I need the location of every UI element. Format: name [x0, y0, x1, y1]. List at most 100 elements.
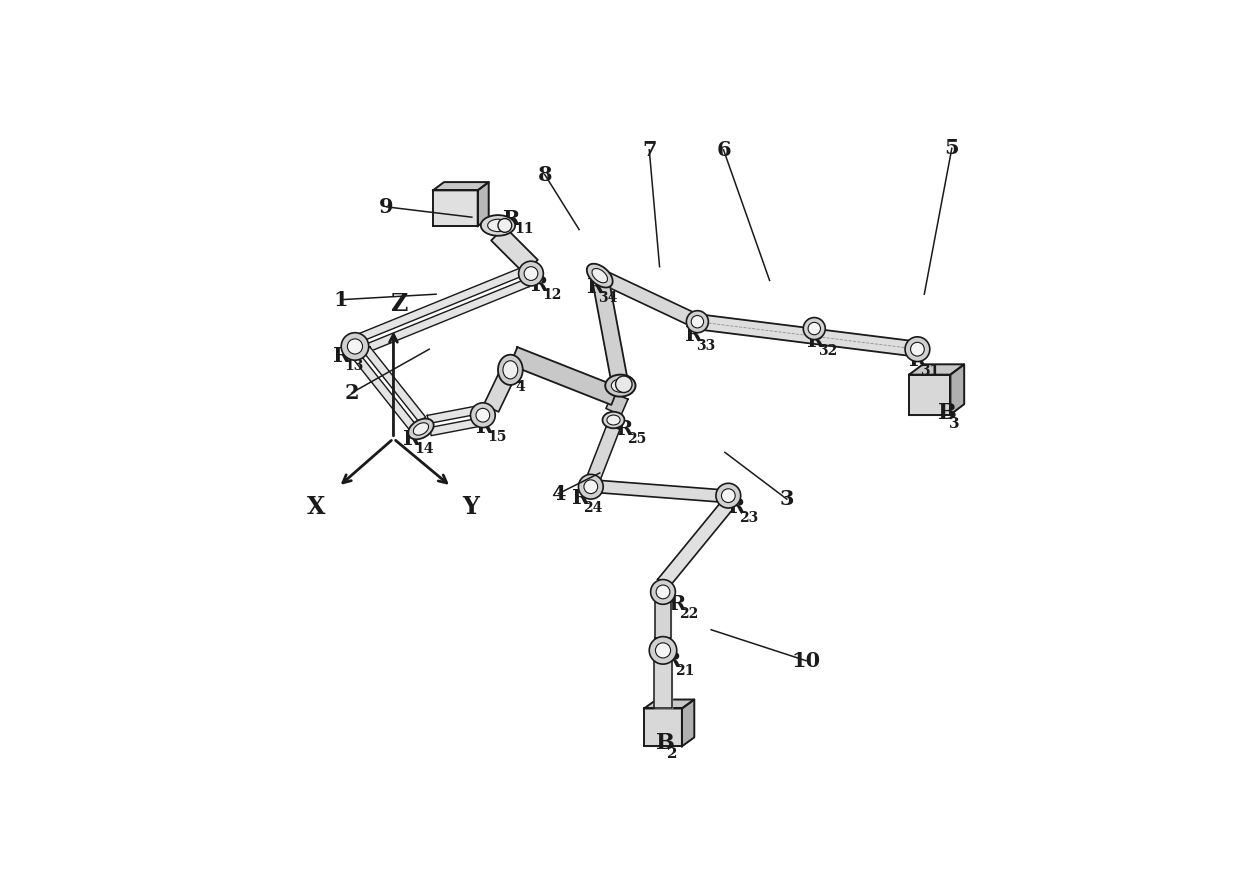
Polygon shape [477, 182, 489, 226]
Circle shape [905, 337, 930, 362]
Ellipse shape [591, 269, 608, 283]
Circle shape [615, 376, 632, 393]
Circle shape [578, 474, 603, 499]
Ellipse shape [481, 215, 515, 236]
Text: 4: 4 [551, 484, 565, 504]
Circle shape [910, 342, 924, 356]
Polygon shape [600, 480, 718, 502]
Ellipse shape [611, 379, 630, 392]
Text: R: R [476, 417, 494, 437]
Polygon shape [429, 419, 477, 436]
Text: 3: 3 [780, 489, 794, 509]
Text: Z: Z [391, 292, 408, 316]
Text: B: B [451, 191, 470, 213]
Text: R: R [505, 367, 522, 387]
Ellipse shape [487, 220, 508, 231]
Polygon shape [656, 602, 671, 638]
Text: 8: 8 [537, 164, 552, 185]
Text: 3: 3 [949, 417, 960, 431]
Text: R: R [668, 594, 686, 613]
Polygon shape [360, 267, 525, 341]
Circle shape [518, 261, 543, 286]
Polygon shape [433, 190, 477, 226]
Text: 1: 1 [334, 289, 348, 310]
Ellipse shape [503, 361, 518, 379]
Polygon shape [950, 364, 965, 414]
Circle shape [656, 643, 671, 658]
Polygon shape [909, 375, 950, 414]
Circle shape [347, 338, 362, 354]
Circle shape [584, 480, 598, 494]
Text: R: R [728, 497, 745, 517]
Circle shape [656, 585, 670, 599]
Circle shape [476, 408, 490, 422]
Text: 31: 31 [920, 363, 940, 378]
Polygon shape [588, 424, 620, 479]
Ellipse shape [606, 415, 620, 425]
Text: 21: 21 [676, 664, 694, 678]
Text: 2: 2 [667, 747, 677, 761]
Ellipse shape [408, 419, 434, 439]
Ellipse shape [603, 412, 625, 429]
Text: R: R [665, 651, 682, 671]
Text: 6: 6 [717, 140, 730, 160]
Circle shape [651, 580, 676, 605]
Text: X: X [308, 495, 326, 519]
Circle shape [804, 318, 826, 339]
Polygon shape [484, 371, 515, 412]
Circle shape [470, 403, 495, 428]
Text: 23: 23 [739, 511, 759, 525]
Text: 14: 14 [414, 442, 434, 456]
Text: R: R [334, 346, 351, 366]
Polygon shape [510, 347, 619, 405]
Text: Y: Y [463, 495, 479, 519]
Ellipse shape [498, 355, 523, 385]
Polygon shape [363, 346, 425, 422]
Text: 1: 1 [463, 206, 472, 220]
Text: 22: 22 [680, 607, 699, 621]
Text: R: R [531, 274, 548, 295]
Polygon shape [644, 708, 682, 747]
Polygon shape [653, 661, 672, 708]
Polygon shape [491, 227, 538, 273]
Text: 13: 13 [343, 359, 363, 373]
Circle shape [650, 637, 677, 664]
Polygon shape [697, 314, 919, 356]
Polygon shape [596, 270, 701, 328]
Circle shape [808, 322, 821, 335]
Text: R: R [616, 419, 634, 439]
Polygon shape [365, 279, 529, 353]
Text: R: R [909, 350, 926, 371]
Text: R: R [588, 278, 605, 297]
Circle shape [687, 311, 708, 333]
Text: 5: 5 [945, 138, 959, 158]
Ellipse shape [413, 422, 429, 435]
Text: R: R [403, 429, 420, 448]
Text: 32: 32 [818, 345, 838, 358]
Polygon shape [909, 364, 965, 375]
Polygon shape [657, 499, 734, 588]
Circle shape [722, 488, 735, 503]
Text: 25: 25 [627, 432, 646, 446]
Polygon shape [606, 393, 627, 415]
Text: 9: 9 [379, 196, 394, 217]
Text: R: R [807, 331, 825, 351]
Text: 34: 34 [599, 290, 618, 305]
Text: O: O [615, 373, 632, 394]
Text: B: B [937, 402, 957, 424]
Text: B: B [656, 732, 675, 755]
Text: 11: 11 [515, 221, 534, 236]
Polygon shape [682, 699, 694, 747]
Polygon shape [353, 355, 415, 430]
Text: R: R [572, 488, 589, 508]
Text: 12: 12 [542, 288, 562, 302]
Polygon shape [644, 699, 694, 708]
Circle shape [715, 483, 740, 508]
Polygon shape [433, 182, 489, 190]
Circle shape [498, 219, 512, 232]
Text: 7: 7 [642, 140, 656, 160]
Polygon shape [428, 406, 476, 423]
Text: 24: 24 [583, 501, 603, 515]
Text: 4: 4 [516, 380, 526, 394]
Text: R: R [684, 325, 702, 346]
